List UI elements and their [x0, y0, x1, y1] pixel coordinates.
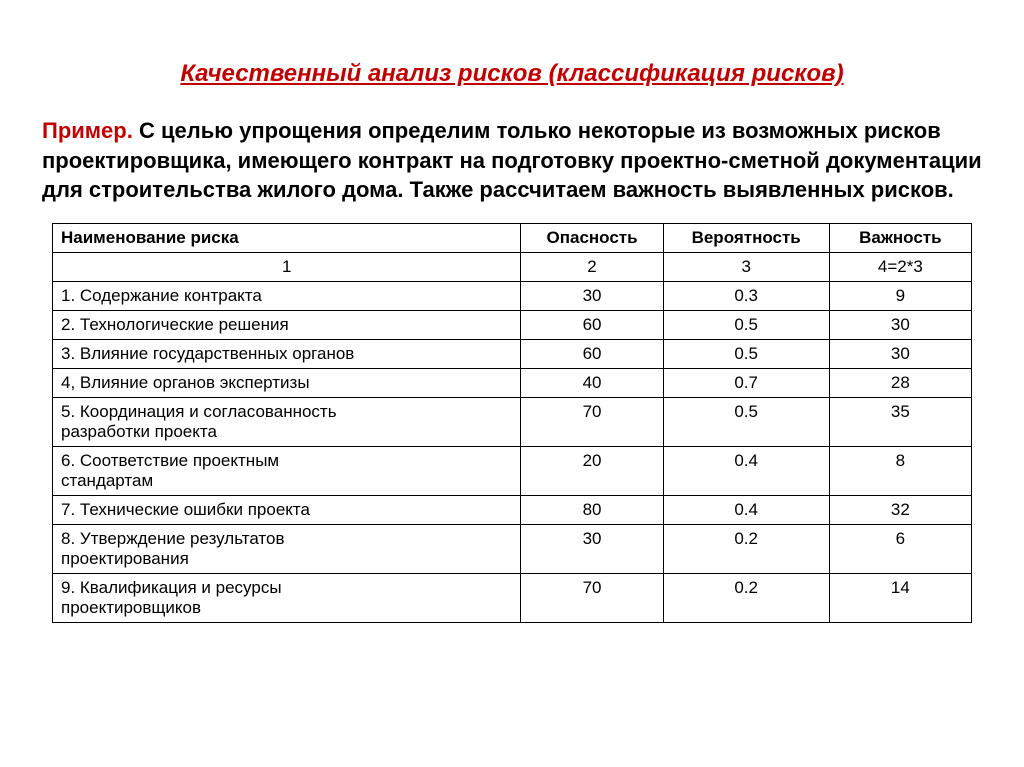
cell-probability: 0.2 [663, 525, 829, 574]
table-row: 9. Квалификация и ресурсы проектировщико… [53, 574, 972, 623]
cell-importance: 6 [829, 525, 971, 574]
cell-risk-name: 1. Содержание контракта [53, 282, 521, 311]
intro-lead: Пример. [42, 118, 133, 143]
intro-text: С целью упрощения определим только некот… [42, 118, 982, 202]
header-probability: Вероятность [663, 224, 829, 253]
cell-risk-name: 7. Технические ошибки проекта [53, 496, 521, 525]
cell-importance: 14 [829, 574, 971, 623]
cell-importance: 35 [829, 398, 971, 447]
table-row: 4, Влияние органов экспертизы400.728 [53, 369, 972, 398]
cell-danger: 60 [521, 311, 663, 340]
table-row: 2. Технологические решения600.530 [53, 311, 972, 340]
table-row: 3. Влияние государственных органов600.53… [53, 340, 972, 369]
table-subheader-row: 1 2 3 4=2*3 [53, 253, 972, 282]
cell-probability: 0.4 [663, 496, 829, 525]
cell-probability: 0.7 [663, 369, 829, 398]
cell-danger: 40 [521, 369, 663, 398]
cell-danger: 80 [521, 496, 663, 525]
cell-probability: 0.2 [663, 574, 829, 623]
intro-paragraph: Пример. С целью упрощения определим толь… [40, 116, 984, 205]
cell-risk-name: 6. Соответствие проектным стандартам [53, 447, 521, 496]
subheader-danger: 2 [521, 253, 663, 282]
table-row: 6. Соответствие проектным стандартам200.… [53, 447, 972, 496]
page-title: Качественный анализ рисков (классификаци… [40, 60, 984, 88]
table-body: 1. Содержание контракта300.392. Технолог… [53, 282, 972, 623]
table-row: 5. Координация и согласованность разрабо… [53, 398, 972, 447]
subheader-importance: 4=2*3 [829, 253, 971, 282]
table-row: 8. Утверждение результатов проектировани… [53, 525, 972, 574]
cell-importance: 28 [829, 369, 971, 398]
subheader-probability: 3 [663, 253, 829, 282]
cell-danger: 70 [521, 398, 663, 447]
cell-danger: 30 [521, 282, 663, 311]
cell-importance: 8 [829, 447, 971, 496]
cell-probability: 0.4 [663, 447, 829, 496]
cell-risk-name: 3. Влияние государственных органов [53, 340, 521, 369]
cell-probability: 0.5 [663, 340, 829, 369]
cell-importance: 30 [829, 311, 971, 340]
cell-probability: 0.3 [663, 282, 829, 311]
cell-risk-name: 8. Утверждение результатов проектировани… [53, 525, 521, 574]
cell-risk-name: 5. Координация и согласованность разрабо… [53, 398, 521, 447]
cell-importance: 30 [829, 340, 971, 369]
subheader-name: 1 [53, 253, 521, 282]
table-row: 1. Содержание контракта300.39 [53, 282, 972, 311]
header-danger: Опасность [521, 224, 663, 253]
cell-risk-name: 9. Квалификация и ресурсы проектировщико… [53, 574, 521, 623]
cell-importance: 9 [829, 282, 971, 311]
table-header-row: Наименование риска Опасность Вероятность… [53, 224, 972, 253]
cell-importance: 32 [829, 496, 971, 525]
cell-probability: 0.5 [663, 311, 829, 340]
table-row: 7. Технические ошибки проекта800.432 [53, 496, 972, 525]
cell-danger: 20 [521, 447, 663, 496]
risk-table: Наименование риска Опасность Вероятность… [52, 223, 972, 623]
cell-danger: 60 [521, 340, 663, 369]
cell-danger: 30 [521, 525, 663, 574]
header-importance: Важность [829, 224, 971, 253]
cell-risk-name: 2. Технологические решения [53, 311, 521, 340]
cell-probability: 0.5 [663, 398, 829, 447]
cell-risk-name: 4, Влияние органов экспертизы [53, 369, 521, 398]
header-name: Наименование риска [53, 224, 521, 253]
cell-danger: 70 [521, 574, 663, 623]
